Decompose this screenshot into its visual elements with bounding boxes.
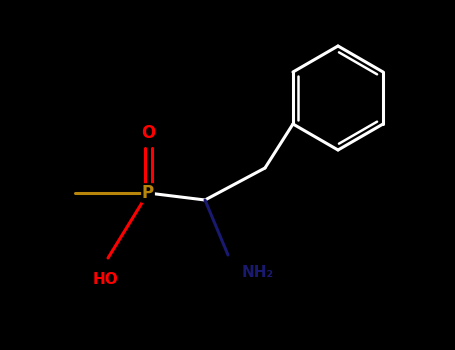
Text: P: P — [142, 184, 154, 202]
Text: O: O — [141, 124, 155, 142]
Text: HO: HO — [93, 272, 119, 287]
Text: NH₂: NH₂ — [242, 265, 274, 280]
